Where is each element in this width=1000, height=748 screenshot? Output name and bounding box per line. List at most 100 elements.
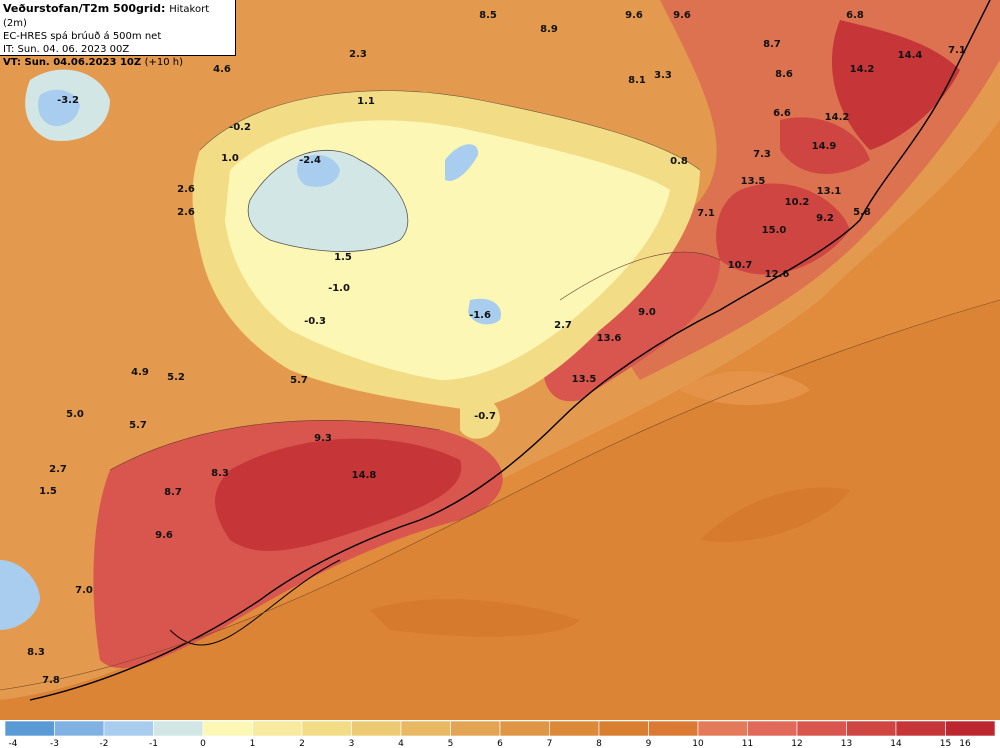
temperature-value-label: 10.2 [785,197,810,208]
temperature-value-label: 8.6 [775,69,793,80]
temperature-value-label: 8.3 [27,647,45,658]
temperature-value-label: 8.9 [540,24,558,35]
glacier-cold-centre [297,154,340,187]
colorbar-tick-label: 15 [940,739,951,748]
temperature-map: -3.2 4.6 2.3 8.5 8.9 9.6 9.6 6.8 7.1 14.4 14.2 8.7 8… [0,0,1000,720]
temperature-value-label: 8.5 [479,10,497,21]
colorbar-tick-label: -1 [149,739,158,748]
colorbar-tick-label: 11 [742,739,753,748]
glacier-lake [468,298,501,325]
colorbar-swatch [747,720,798,737]
colorbar-swatch [697,720,748,737]
glacier-vatnajokull [248,150,408,252]
temperature-value-label: 3.3 [654,70,672,81]
temperature-value-label: 7.3 [753,149,771,160]
temperature-value-label: 10.7 [728,260,753,271]
temperature-value-label: 5.2 [167,372,185,383]
info-box: Veðurstofan/T2m 500grid: Hitakort (2m) E… [0,0,236,68]
temperature-value-label: 2.3 [349,49,367,60]
temperature-value-label: 1.5 [334,252,352,263]
temperature-value-label: 5.7 [290,375,308,386]
temperature-value-label: 8.1 [628,75,646,86]
glacier-west-cold [38,89,80,126]
ocean-swirl [370,599,580,637]
colorbar-swatch [549,720,600,737]
init-time: IT: Sun. 04. 06. 2023 00Z [3,44,130,55]
temperature-value-label: 0.8 [670,156,688,167]
temperature-value-label: -0.3 [304,316,326,327]
temperature-value-label: 14.4 [898,50,923,61]
colorbar-swatch [252,720,303,737]
colorbar-swatch [301,720,352,737]
temperature-value-label: 12.6 [765,269,790,280]
temperature-value-label: -0.7 [474,411,496,422]
colorbar-swatch [351,720,402,737]
coastline [29,0,991,701]
temperature-value-label: -1.6 [469,310,491,321]
colorbar-tick-label: 10 [692,739,704,748]
colorbar-tick-label: 4 [398,739,404,748]
ocean-band [0,300,1000,720]
colorbar-swatch [796,720,847,737]
glacier-lake-2 [445,144,479,181]
temperature-value-label: 2.6 [177,184,195,195]
colorbar-tick-label: 12 [791,739,802,748]
isoline-3 [559,251,721,301]
temperature-value-label: 13.5 [572,374,597,385]
ocean-swirl-3 [700,487,850,542]
temperature-value-label: -1.0 [328,283,350,294]
ne-deep-red [831,20,960,150]
temperature-value-label: 1.0 [221,153,239,164]
ocean-swirl-2 [680,371,810,405]
temperature-value-label: 9.6 [673,10,691,21]
colorbar-swatch [103,720,154,737]
colorbar-swatch [4,720,55,737]
colorbar-tick-label: -3 [50,739,59,748]
ne-deep-red-2 [716,183,850,275]
temperature-value-label: 9.0 [638,307,656,318]
temperature-value-label: 6.8 [846,10,864,21]
colorbar-swatch [499,720,550,737]
temperature-value-label: 14.8 [352,470,377,481]
colorbar-tick-label: 0 [200,739,206,748]
temperature-value-label: 9.3 [314,433,332,444]
temperature-value-label: 4.9 [131,367,149,378]
temperature-value-label: 13.1 [817,186,842,197]
ne-deep-red-3 [780,117,870,174]
value-labels: -3.2 4.6 2.3 8.5 8.9 9.6 9.6 6.8 7.1 14.4 14.2 8.7 8… [27,10,966,686]
colorbar: -4 -3 -2 -1 0 1 2 3 4 5 6 7 8 9 10 11 12 13 14 15 16 [0,720,1000,748]
colorbar-swatch [648,720,699,737]
colorbar-tick-label: 8 [596,739,602,748]
temperature-value-label: 9.2 [816,213,834,224]
temperature-value-label: 2.7 [49,464,67,475]
colorbar-tick-label: 1 [250,739,256,748]
coastline-2 [169,559,341,646]
temperature-value-label: 8.3 [211,468,229,479]
colorbar-swatch [895,720,946,737]
temperature-value-label: 15.0 [762,225,787,236]
colorbar-swatch [153,720,204,737]
colorbar-tick-label: 13 [841,739,852,748]
colorbar-tick-label: 2 [299,739,305,748]
model-line: EC-HRES spá brúuð á 500m net [3,31,162,42]
colorbar-swatch [400,720,451,737]
isoline-2 [109,420,441,471]
colorbar-swatch [450,720,501,737]
sw-deep-red [215,438,462,551]
colorbar-tick-label: 6 [497,739,503,748]
temperature-value-label: -2.4 [299,155,321,166]
colorbar-swatch [846,720,897,737]
colorbar-tick-label: 16 [959,739,971,748]
temperature-value-label: 1.5 [39,486,57,497]
glacier-outline [247,149,409,252]
colorbar-swatch [202,720,253,737]
colorbar-tick-label: 9 [646,739,652,748]
temperature-value-label: 9.6 [155,530,173,541]
isoline-4 [0,299,1000,691]
temperature-value-label: 7.1 [948,45,966,56]
temperature-value-label: 6.6 [773,108,791,119]
map-title: Veðurstofan/T2m 500grid: Hitakort (2m) [3,2,210,29]
temperature-value-label: -3.2 [57,95,79,106]
colorbar-swatch [945,720,996,737]
glacier-southwest [0,560,40,630]
